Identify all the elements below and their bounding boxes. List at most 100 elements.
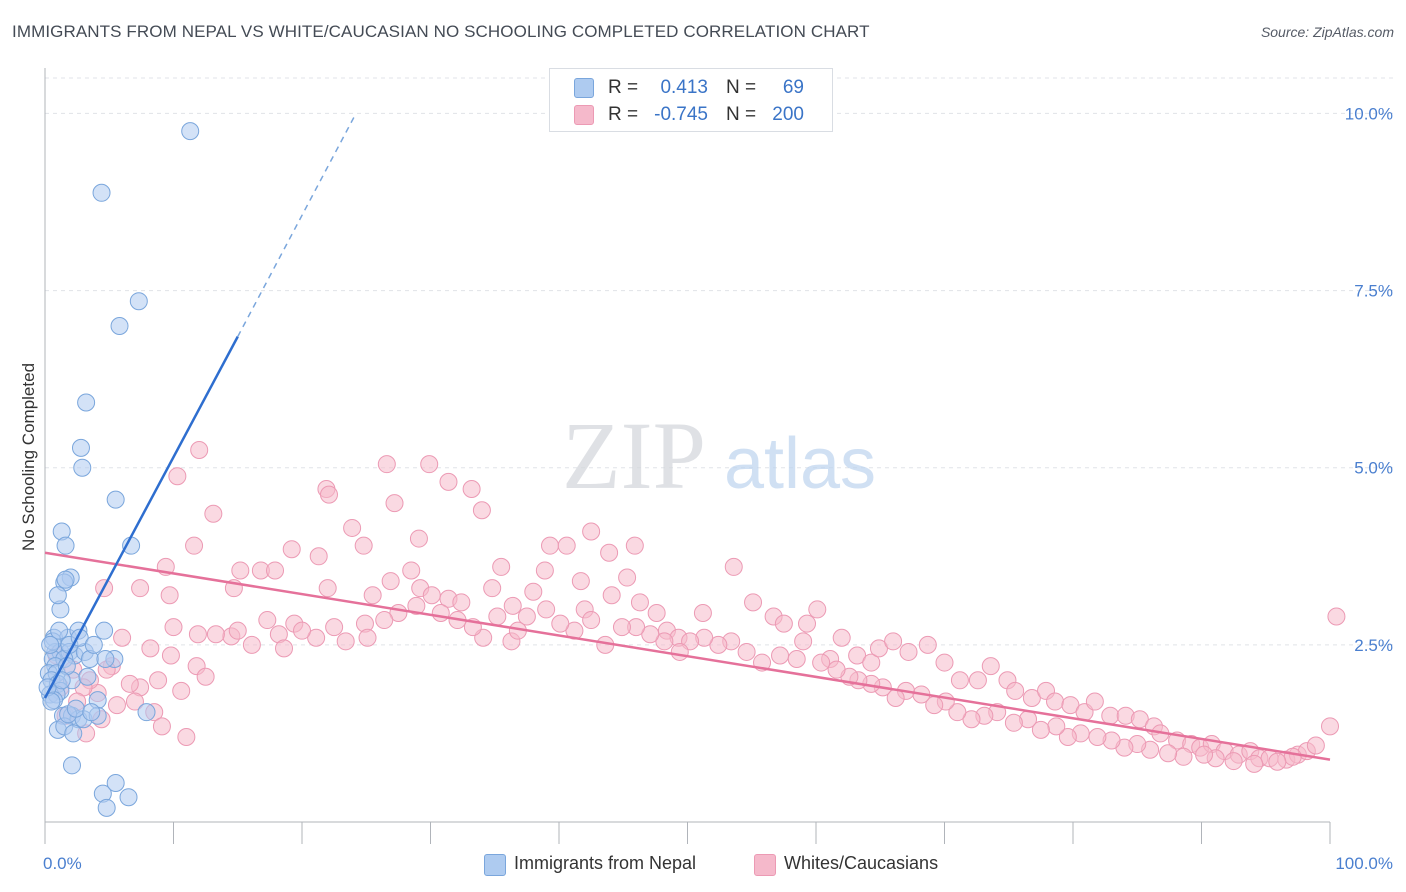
point-whites [899,642,918,661]
point-nepal [110,317,129,335]
y-axis-title: No Schooling Completed [19,363,38,551]
legend-r-label: R = [608,77,639,98]
point-whites [483,579,502,598]
point-whites [472,501,491,520]
point-whites [462,479,481,498]
point-whites [206,625,225,644]
legend-n-label: N = [726,77,757,98]
point-whites [190,441,209,459]
bottom-legend-swatch-nepal [484,854,506,876]
point-whites [439,472,458,491]
legend-swatch-whites [574,105,594,125]
point-whites [647,603,666,622]
point-nepal [78,667,97,686]
legend-n-value-nepal: 69 [782,77,804,98]
point-whites [125,692,144,711]
point-whites [744,593,763,612]
point-whites [582,611,601,630]
point-nepal [92,183,111,202]
point-whites [1006,681,1025,700]
point-whites [794,632,813,651]
point-whites [1130,710,1149,729]
point-whites [242,635,261,654]
point-whites [377,455,396,474]
point-whites [524,582,543,601]
chart-title: IMMIGRANTS FROM NEPAL VS WHITE/CAUCASIAN… [12,22,870,41]
point-whites [196,667,215,686]
y-tick-label: 5.0% [1354,459,1393,478]
point-whites [258,611,277,630]
point-whites [185,536,204,555]
point-whites [161,646,180,665]
point-whites [582,522,601,541]
watermark: ZIP atlas [562,402,876,509]
point-whites [918,635,937,654]
point-whites [798,614,817,633]
point-whites [724,557,743,576]
point-whites [325,618,344,637]
point-nepal [42,692,61,711]
legend-r-label: R = [608,104,639,125]
point-whites [962,710,981,729]
bottom-legend-swatch-whites [754,854,776,876]
point-whites [409,529,428,548]
point-whites [407,596,426,615]
point-whites [1306,736,1325,755]
point-whites [431,603,450,622]
point-whites [517,607,536,626]
point-whites [204,504,223,523]
point-whites [363,586,382,605]
legend-r-value-whites: -0.745 [654,104,708,125]
point-whites [266,561,285,580]
point-whites [141,639,160,658]
point-whites [612,618,631,637]
legend-row-nepal: R = 0.413 N = 69 [550,74,832,100]
point-whites [950,671,969,690]
point-nepal [106,774,125,793]
point-whites [602,586,621,605]
point-whites [869,639,888,658]
point-whites [618,568,637,587]
trend-line-whites [44,551,1331,761]
point-whites [275,639,294,658]
point-whites [375,611,394,630]
point-whites [319,485,338,504]
point-whites [1031,720,1050,739]
point-whites [774,614,793,633]
point-whites [107,696,126,715]
point-whites [282,540,301,559]
point-whites [1268,752,1287,771]
legend-n-label: N = [726,104,757,125]
y-tick-label: 7.5% [1354,282,1393,301]
point-whites [968,671,987,690]
point-whites [1174,747,1193,766]
point-whites [1022,689,1041,707]
point-whites [571,572,590,591]
point-whites [492,557,511,576]
point-whites [488,607,507,626]
point-whites [420,455,439,474]
point-whites [948,703,967,722]
point-whites [551,614,570,633]
point-whites [188,625,207,644]
point-nepal [82,703,101,722]
point-whites [1327,607,1346,626]
point-whites [737,642,756,661]
point-whites [641,625,660,644]
point-whites [307,628,326,647]
legend-r-value-nepal: 0.413 [660,77,708,98]
point-whites [1195,745,1214,764]
point-whites [1159,744,1178,763]
point-nepal [41,635,60,654]
point-whites [541,536,560,555]
point-whites [600,543,619,562]
point-nepal [71,438,90,457]
point-whites [358,628,377,647]
point-whites [655,632,674,651]
point-whites [812,653,831,672]
point-nepal [95,621,114,640]
point-whites [693,603,712,622]
point-whites [1245,754,1264,773]
point-whites [503,596,522,615]
